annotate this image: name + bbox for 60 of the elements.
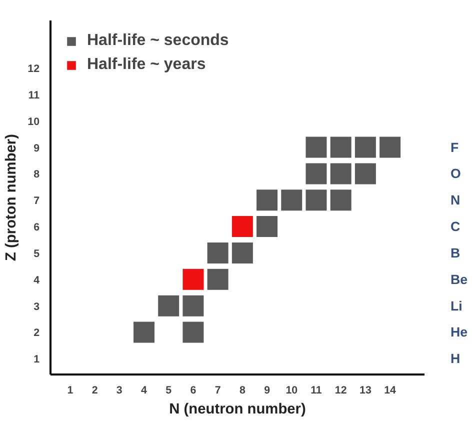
x-tick-label: 2 [92,384,98,396]
x-tick-label: 12 [334,384,347,396]
point [256,216,278,238]
y-tick-label: 3 [34,300,40,313]
legend-label: Half-life ~ seconds [87,32,229,50]
point [306,163,327,184]
point [354,136,376,158]
point [182,268,204,290]
y-tick-label: 7 [34,195,40,208]
y-tick-label: 11 [28,89,40,102]
text: F [450,140,459,155]
y-tick-label: 9 [34,142,40,154]
text: C [450,219,460,234]
y-tick-label: 10 [28,116,40,128]
point [134,322,154,343]
x-tick-label: 14 [384,384,396,396]
point [232,216,253,238]
text: He [450,324,468,340]
x-tick-label: 5 [166,384,172,396]
point [207,268,228,290]
x-tick-label: 8 [239,384,246,396]
point [380,136,401,158]
point [306,136,327,158]
point [330,136,352,158]
point [158,295,180,316]
point [354,163,376,184]
y-tick-label: 2 [34,327,40,340]
point [207,242,228,264]
x-axis-title: N (neutron number) [169,402,306,418]
point [232,242,253,264]
point [182,295,204,316]
y-tick-label: 4 [34,274,40,286]
text: Be [450,272,468,287]
text: Li [450,298,462,314]
x-tick-label: 11 [310,384,322,396]
x-tick-label: 10 [286,384,298,396]
point [330,190,352,211]
legend-label: Half-life ~ years [87,56,206,74]
x-tick-label: 13 [360,384,372,396]
text: H [450,351,460,366]
y-tick-label: 6 [34,222,40,234]
y-tick-label: 12 [28,63,40,76]
text: B [450,245,460,260]
x-tick-label: 9 [264,384,270,396]
x-tick-label: 6 [190,384,196,396]
text: O [450,166,461,182]
point [306,190,327,211]
x-tick-label: 7 [214,384,221,396]
text: N [450,192,460,208]
x-tick-label: 3 [116,384,122,396]
point [281,190,302,211]
x-tick-label: 1 [67,384,74,396]
y-tick-label: 1 [34,354,40,366]
y-tick-label: 8 [34,168,40,181]
x-tick-label: 4 [141,384,148,396]
point [256,190,278,211]
point [182,322,204,343]
point [330,163,352,184]
y-tick-label: 5 [34,248,40,260]
y-axis-title: Z (proton number) [4,134,20,261]
